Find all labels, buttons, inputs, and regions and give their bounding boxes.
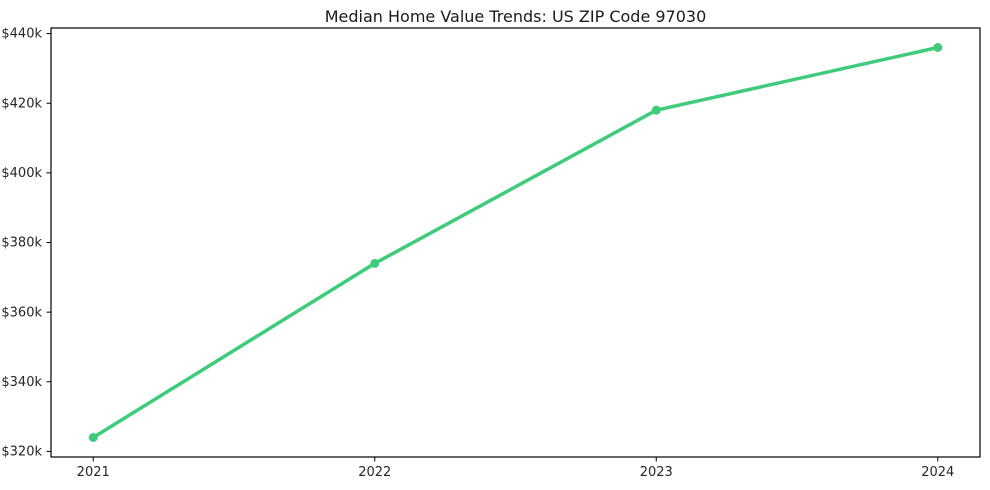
x-tick-label: 2021 <box>77 465 110 480</box>
y-tick-label: $440k <box>1 27 42 42</box>
x-tick-label: 2024 <box>921 465 954 480</box>
trend-line <box>91 45 940 440</box>
data-point-2023 <box>651 105 661 115</box>
y-tick-label: $360k <box>1 305 42 320</box>
data-point-2024 <box>933 43 943 52</box>
chart-title: Median Home Value Trends: US ZIP Code 97… <box>324 7 707 26</box>
y-tick-label: $340k <box>1 375 42 390</box>
data-point-2022 <box>370 258 380 268</box>
y-tick-label: $420k <box>1 96 42 111</box>
y-tick-label: $400k <box>1 166 42 181</box>
y-tick-label: $320k <box>1 445 42 460</box>
plot-border <box>50 27 981 458</box>
x-tick-label: 2022 <box>358 465 391 480</box>
data-point-2021 <box>88 433 98 442</box>
x-tick-label: 2023 <box>640 465 673 480</box>
y-tick-label: $380k <box>1 236 42 251</box>
